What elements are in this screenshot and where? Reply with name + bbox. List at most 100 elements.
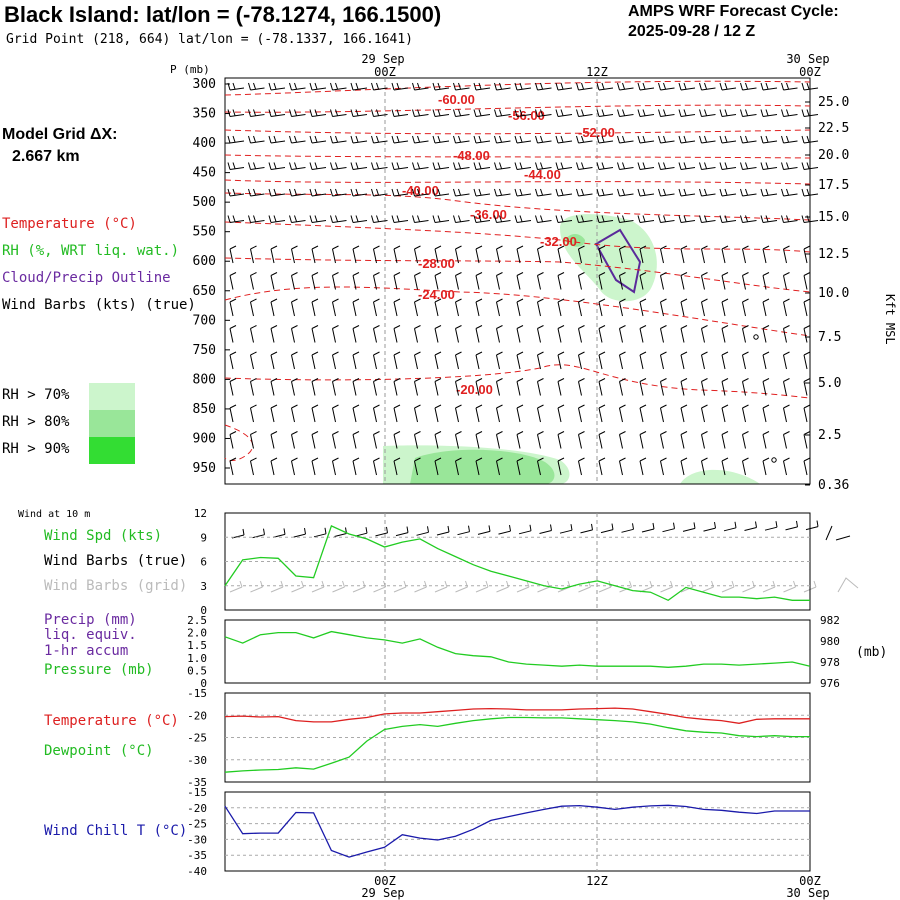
height-tick-label: 12.5 [818, 247, 849, 262]
wind-barb [252, 528, 265, 539]
wind-barb [723, 521, 737, 532]
temperature-panel-series-line [224, 707, 810, 724]
wind-barb [658, 188, 675, 197]
wind-barb [803, 298, 811, 317]
wind-barb [535, 215, 552, 223]
wind-barb [744, 521, 757, 531]
wind-barb [432, 135, 450, 144]
pressure-tick-label: 900 [193, 431, 216, 446]
wind-barb [291, 431, 298, 449]
wind-barb [477, 525, 491, 535]
wind-barb [496, 457, 503, 476]
forecast-cycle-line1: AMPS WRF Forecast Cycle: [628, 3, 839, 20]
wind-barb [639, 298, 647, 317]
height-tick-label: 17.5 [818, 178, 849, 193]
wind-barb [434, 245, 442, 264]
wind-barb [598, 457, 606, 476]
wind-barb [229, 457, 237, 476]
pressure-panel-frame [224, 619, 811, 684]
top-time-label: 00Z [374, 65, 396, 79]
wind-barb-grid [721, 580, 735, 593]
wind-barb-grid [434, 580, 448, 593]
wind-barb [701, 245, 708, 264]
forecast-cycle-line2: 2025-09-28 / 12 Z [628, 23, 756, 40]
wind-barb [330, 188, 347, 197]
height-tick-label: 15.0 [818, 210, 849, 225]
wind-barb [227, 82, 245, 91]
wind-barb-grid [352, 580, 366, 593]
wind-barb [535, 188, 552, 197]
wind-barb [311, 404, 319, 423]
wind-barb [309, 188, 327, 197]
wind-barb [680, 298, 688, 317]
wind-barb [250, 431, 257, 449]
wind-barb [453, 82, 470, 91]
wind-barb [229, 325, 237, 343]
wind-barb [473, 188, 491, 197]
wind-barb [371, 82, 388, 91]
wind-barb [309, 162, 327, 170]
wind-barb-grid [250, 580, 263, 593]
label-dewpoint: Dewpoint (°C) [44, 743, 154, 759]
wind-barb [781, 215, 798, 223]
wind-barb [762, 457, 770, 476]
model-grid-label: Model Grid ΔX: [2, 126, 118, 143]
wind-barb [352, 298, 360, 317]
wind-barb [537, 351, 544, 370]
wind-barb [455, 298, 462, 317]
wind-barb-grid [783, 580, 796, 593]
pressure-tick-label: 850 [193, 402, 216, 417]
wind-barb [395, 526, 409, 537]
wind-barb [783, 298, 790, 317]
model-grid-value: 2.667 km [12, 148, 80, 165]
wind-barb [619, 298, 626, 317]
wind-barb [291, 351, 298, 370]
wind-barb [248, 215, 265, 223]
label-wind-barbs-grid: Wind Barbs (grid) [44, 578, 188, 594]
wind-barb [680, 457, 688, 476]
wind-barb [660, 272, 667, 290]
wind-barb [332, 325, 339, 343]
wind-barb [699, 135, 716, 144]
wind-barb [453, 188, 470, 197]
wind-barb [373, 298, 380, 317]
wind-barb [270, 378, 278, 396]
wind-barb [393, 457, 401, 476]
wind-barb [740, 188, 757, 197]
temperature-panel-tick-label: -15 [187, 687, 207, 700]
wind-barb [740, 135, 757, 144]
wind-barb [313, 527, 327, 538]
wind-barb [496, 298, 503, 317]
wind-barb [639, 431, 647, 449]
wind-barb [270, 351, 278, 370]
wind-barb [350, 188, 368, 197]
wind-barb-grid [311, 580, 325, 593]
precip-tick-label: 1.5 [187, 639, 207, 652]
wind-barb [250, 272, 257, 290]
wind-barb [514, 188, 532, 197]
height-tick-label: 25.0 [818, 95, 849, 110]
wind-barb [250, 378, 257, 396]
wind-barb [391, 188, 409, 197]
precip-tick-label: 2.0 [187, 627, 207, 640]
height-tick-label: 0.36 [818, 478, 849, 493]
wind-barb [576, 109, 593, 117]
wind-barb [473, 135, 491, 144]
wind-barb [617, 135, 634, 144]
wind-barb [576, 215, 593, 223]
wind-barb [432, 188, 450, 197]
wind-barb [742, 245, 749, 264]
wind-barb [719, 188, 737, 197]
wind-barb [637, 188, 655, 197]
wind-barb [762, 351, 770, 370]
wind-barb [496, 404, 503, 423]
wind-barb [762, 272, 770, 290]
wind-barb [762, 404, 770, 423]
legend-rh70-label: RH > 70% [2, 387, 70, 403]
wind-barb [721, 351, 729, 370]
wind-barb [291, 378, 298, 396]
temperature-contour [224, 424, 253, 461]
wind-barb [514, 135, 532, 144]
wind-barb [412, 135, 429, 144]
wind-barb [330, 215, 347, 223]
